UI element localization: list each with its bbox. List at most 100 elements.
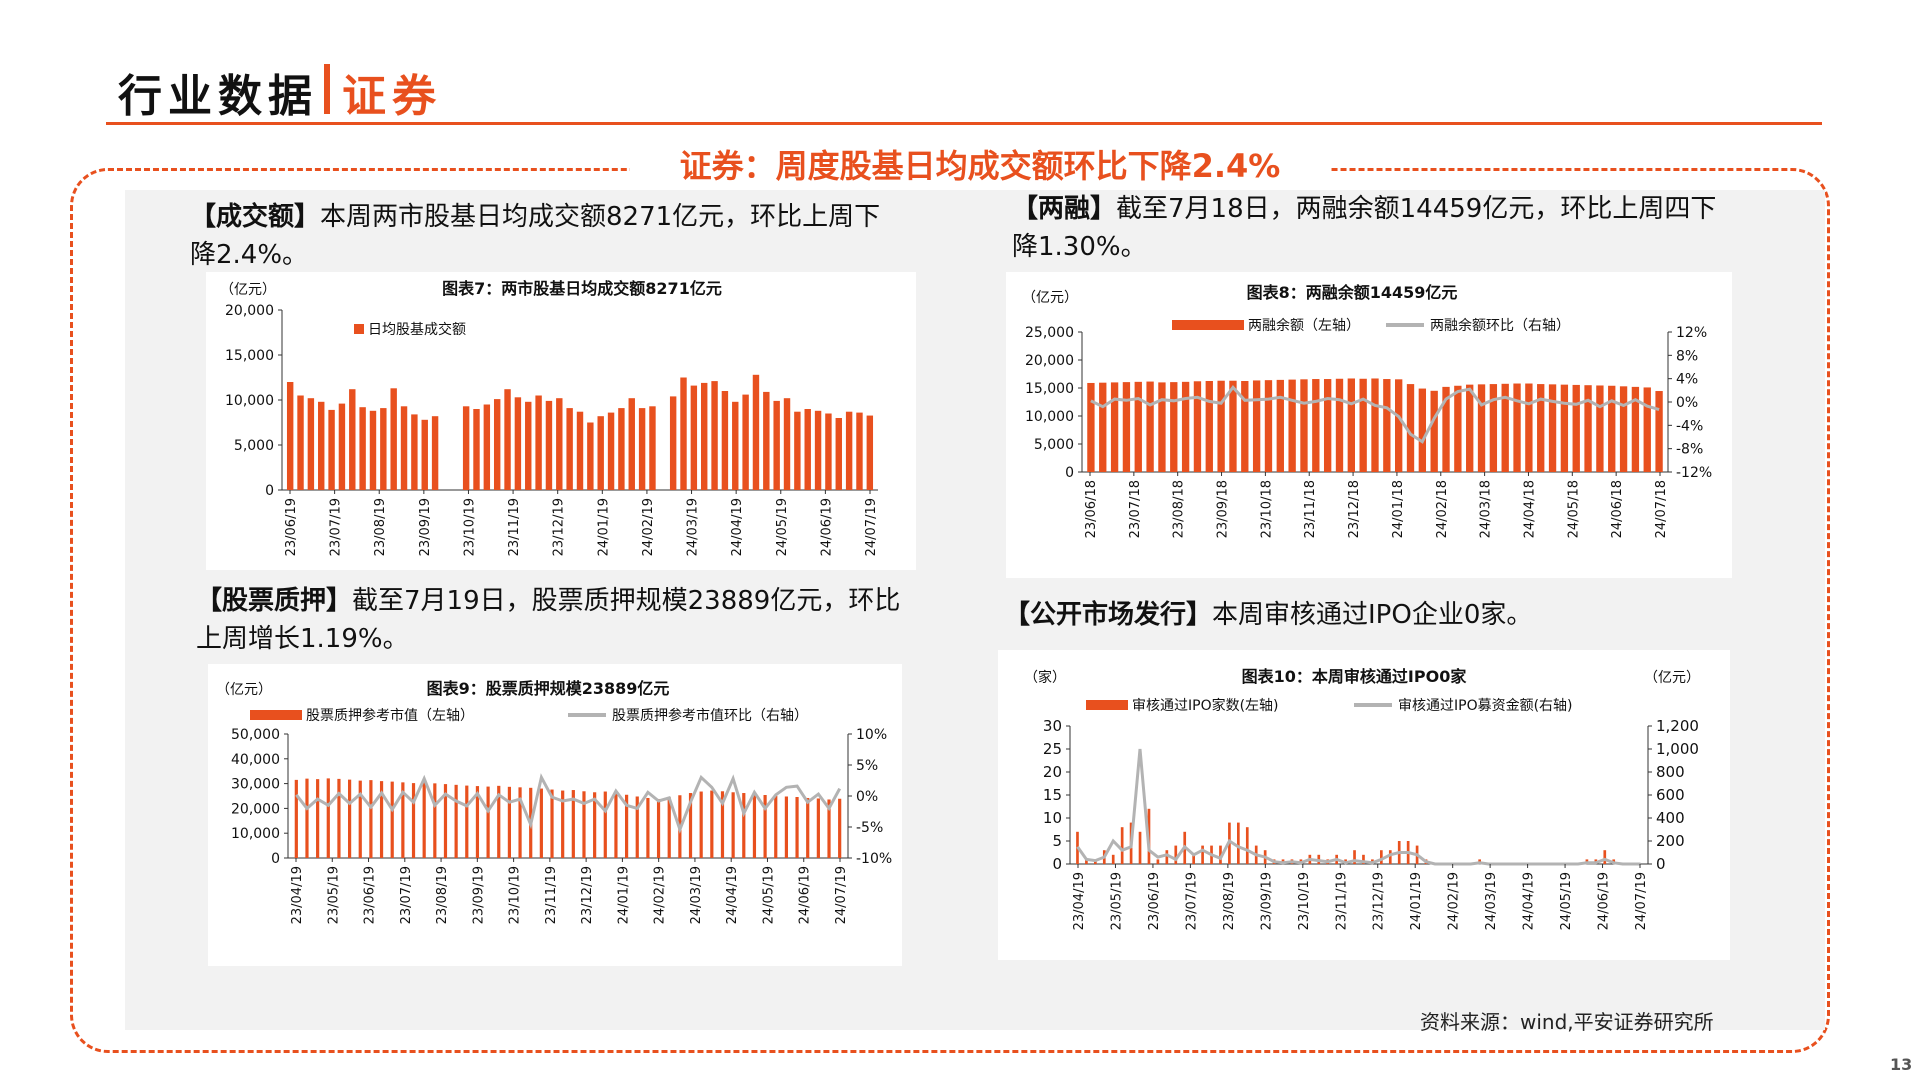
ipo-text1: 本周审核通过IPO企业0家。	[1212, 600, 1533, 630]
bar	[369, 410, 377, 490]
bar	[701, 382, 708, 490]
bar	[597, 416, 604, 490]
chart9-svg: 图表9：股票质押规模23889亿元 （亿元） 0 10,000 20,000 30,000…	[216, 679, 892, 924]
bar	[1300, 379, 1308, 472]
x-tick-label: 24/05/19	[761, 866, 776, 924]
bar	[635, 796, 639, 858]
bar	[699, 791, 703, 858]
y-tick-label: 30	[1043, 717, 1062, 735]
y-tick-label: 10	[1043, 809, 1062, 827]
bar	[493, 399, 501, 490]
y2-tick-label: -12%	[1676, 465, 1712, 481]
bar	[1608, 385, 1616, 472]
x-tick-label: 24/02/18	[1435, 480, 1450, 538]
bar	[462, 406, 470, 490]
bar	[556, 398, 563, 490]
bar	[473, 409, 480, 490]
bar	[680, 377, 687, 490]
bar	[825, 413, 832, 490]
x-tick-label: 24/01/19	[616, 866, 631, 924]
y2-tick-label: 5%	[856, 758, 878, 774]
x-tick-label: 23/12/19	[1372, 872, 1387, 930]
y2-tick-label: -4%	[1676, 418, 1703, 434]
bar	[711, 381, 718, 490]
unit-label-left: （亿元）	[220, 282, 276, 298]
bar	[1099, 382, 1107, 472]
bar	[316, 779, 320, 858]
bar	[1371, 378, 1379, 472]
x-tick-label: 23/12/18	[1347, 480, 1362, 538]
y-tick-label: 5	[1052, 832, 1062, 850]
bar	[649, 406, 656, 490]
bar	[742, 394, 749, 490]
bar	[1120, 827, 1124, 864]
x-tick-label: 23/07/19	[329, 498, 344, 556]
y2-tick-label: 12%	[1676, 325, 1707, 341]
bar	[1288, 379, 1296, 472]
bar	[806, 797, 810, 858]
x-tick-label: 23/07/18	[1128, 480, 1143, 538]
bar	[1229, 380, 1237, 472]
bar	[593, 792, 597, 858]
x-tick-label: 24/07/19	[864, 498, 879, 556]
y-tick-label: 20,000	[231, 801, 280, 817]
x-tick-label: 24/02/19	[1447, 872, 1462, 930]
bar	[1418, 388, 1427, 472]
bar	[1395, 379, 1403, 472]
bar	[390, 388, 397, 490]
chart10-panel: 图表10：本周审核通过IPO0家 （家） （亿元） 0 5 10 15 20 25 30 0 200 4…	[998, 650, 1730, 960]
legend-label: 日均股基成交额	[368, 321, 466, 338]
x-tick-label: 23/05/19	[326, 866, 341, 924]
bar	[690, 385, 698, 490]
x-tick-label: 23/11/19	[507, 498, 522, 556]
page-number: 13	[1890, 1055, 1913, 1074]
bar	[421, 419, 428, 490]
bar	[1134, 381, 1142, 472]
bar	[1193, 381, 1202, 472]
bar	[763, 391, 770, 490]
bar	[1323, 379, 1332, 472]
bar	[1560, 384, 1569, 472]
x-tick-label: 24/06/18	[1610, 480, 1625, 538]
y-tick-label: 10,000	[1025, 409, 1074, 425]
y2-tick-label: 800	[1656, 763, 1685, 781]
bar	[669, 396, 677, 490]
bar	[286, 382, 294, 490]
chart7-panel: 图表7：两市股基日均成交额8271亿元 （亿元） 0 5,000 10,000 15,00…	[206, 272, 916, 570]
bar	[518, 787, 522, 858]
bar	[614, 793, 618, 858]
y-tick-label: 40,000	[231, 752, 280, 768]
bar	[1312, 379, 1320, 472]
bar	[305, 778, 309, 858]
bar	[454, 784, 458, 858]
x-tick-label: 24/03/18	[1479, 480, 1494, 538]
bar	[1619, 386, 1628, 472]
legend-swatch-bar	[1086, 700, 1128, 710]
bar	[1237, 822, 1240, 864]
bar	[1138, 831, 1142, 864]
x-tick-label: 23/08/19	[435, 866, 450, 924]
bar	[1276, 379, 1284, 472]
bar	[784, 796, 789, 858]
bar	[1252, 380, 1261, 472]
unit-label-left: （亿元）	[216, 682, 272, 698]
bar	[1156, 859, 1160, 864]
bar	[443, 784, 448, 858]
x-tick-label: 23/11/19	[544, 866, 559, 924]
bar	[486, 786, 490, 858]
bar	[571, 790, 575, 858]
bar	[369, 780, 373, 858]
x-tick-label: 24/07/19	[834, 866, 849, 924]
bar	[497, 785, 501, 858]
x-tick-label: 23/04/19	[290, 866, 305, 924]
x-tick-label: 23/12/19	[580, 866, 595, 924]
x-tick-label: 23/11/19	[1334, 872, 1349, 930]
bar	[539, 788, 543, 858]
bar	[587, 422, 594, 490]
bar	[774, 795, 778, 858]
bar	[603, 791, 607, 858]
chart9-panel: 图表9：股票质押规模23889亿元 （亿元） 0 10,000 20,000 30,000…	[208, 664, 902, 966]
x-tick-label: 24/02/19	[641, 498, 656, 556]
unit-label-right: （亿元）	[1644, 670, 1700, 686]
x-tick-label: 23/10/19	[462, 498, 477, 556]
